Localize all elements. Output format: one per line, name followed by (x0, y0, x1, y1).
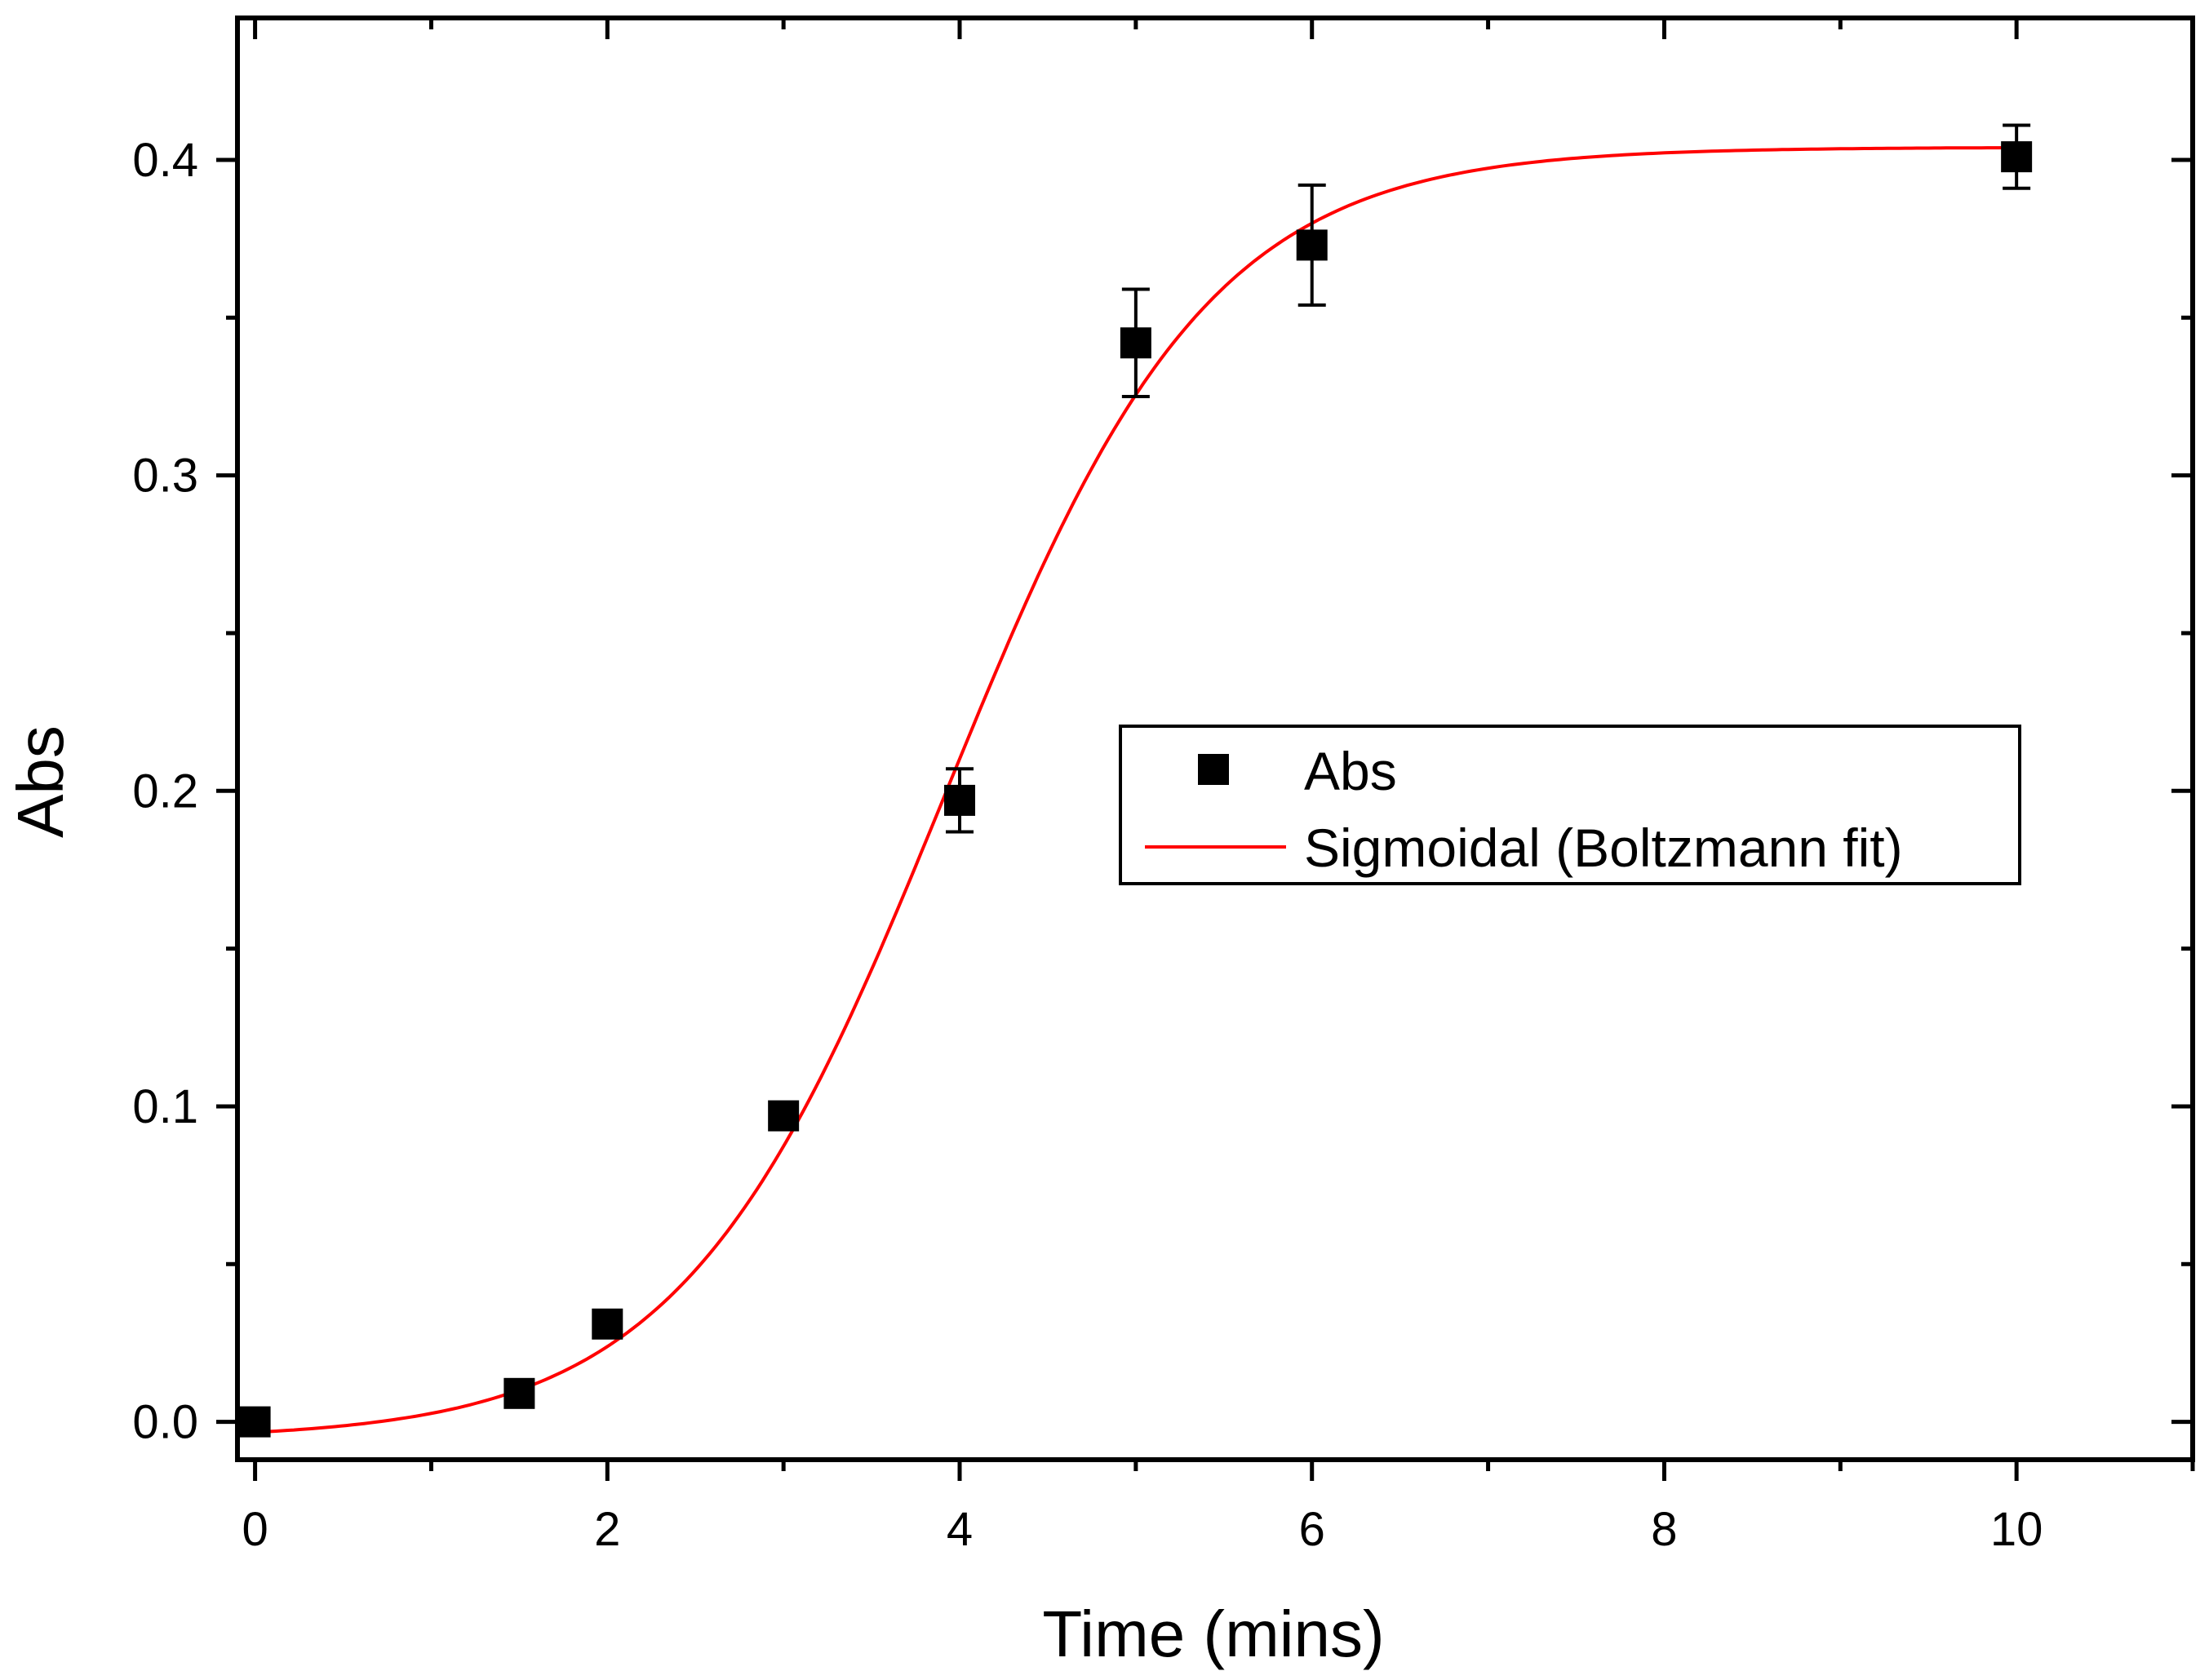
data-point (768, 1100, 800, 1132)
data-points-layer (239, 123, 2033, 1438)
x-axis-title: Time (mins) (1042, 1598, 1384, 1670)
x-tick-label: 2 (594, 1503, 620, 1556)
y-tick-label: 0.3 (132, 450, 198, 503)
fit-line (258, 146, 2017, 1434)
legend-box (1119, 725, 2021, 885)
fit-curve-layer (258, 146, 2017, 1434)
data-point (2001, 141, 2033, 173)
y-tick-label: 0.2 (132, 765, 198, 818)
legend: Abs Sigmoidal (Boltzmann fit) (1119, 725, 2021, 885)
y-tick-label: 0.4 (132, 134, 198, 187)
plot-frame (235, 16, 2195, 1462)
x-tick-label: 6 (1299, 1503, 1325, 1556)
data-point (1296, 229, 1328, 261)
y-axis: 0.0 0.1 0.2 0.3 0.4 (132, 134, 2193, 1449)
legend-marker-abs (1198, 754, 1229, 785)
y-tick-label: 0.1 (132, 1080, 198, 1133)
y-axis-title: Abs (4, 725, 77, 838)
plot-border (235, 16, 2195, 1462)
y-tick-label: 0.0 (132, 1396, 198, 1449)
data-point (944, 784, 976, 816)
data-point (503, 1377, 535, 1409)
x-tick-label: 10 (1990, 1503, 2043, 1556)
legend-label-abs: Abs (1304, 741, 1397, 801)
data-point (592, 1308, 623, 1340)
x-axis: 0 2 4 6 8 10 (242, 18, 2195, 1556)
x-tick-label: 4 (947, 1503, 973, 1556)
legend-label-fit: Sigmoidal (Boltzmann fit) (1304, 818, 1903, 878)
x-tick-label: 8 (1651, 1503, 1677, 1556)
data-point (1120, 327, 1151, 359)
data-point (239, 1406, 271, 1438)
x-tick-label: 0 (242, 1503, 268, 1556)
